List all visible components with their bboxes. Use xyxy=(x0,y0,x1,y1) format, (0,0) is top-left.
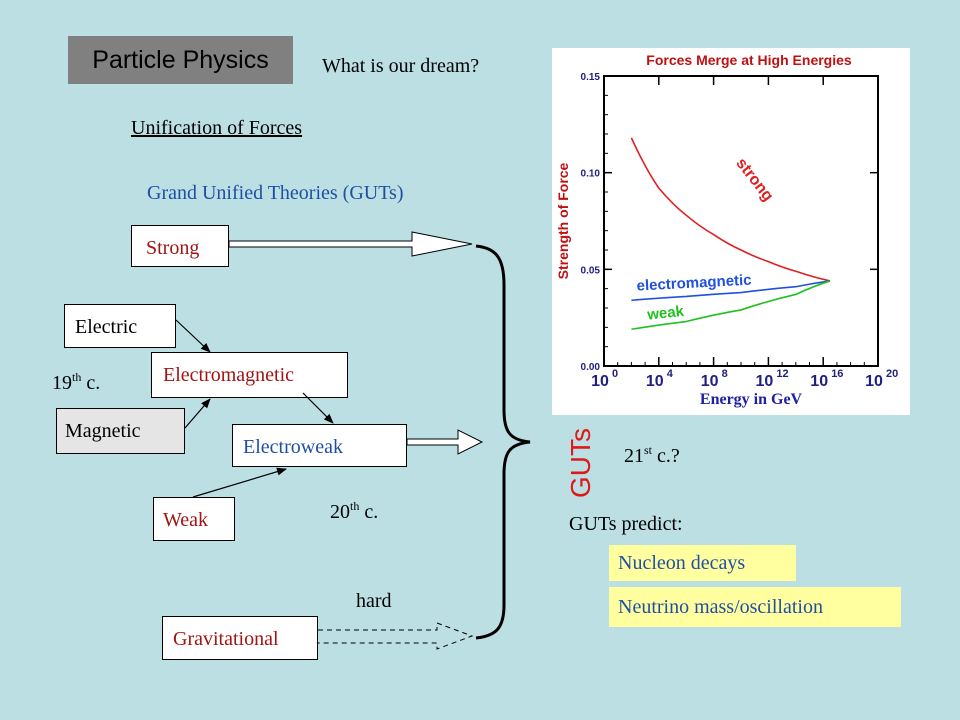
weak-box: Weak xyxy=(153,497,235,541)
strong-box: Strong xyxy=(131,225,229,267)
curly-brace xyxy=(475,244,531,640)
electric-box: Electric xyxy=(64,304,176,348)
x-tick-label: 10 xyxy=(701,373,719,390)
century-19-label: 19th c. xyxy=(52,370,101,394)
y-tick-label: 0.05 xyxy=(581,265,601,276)
chart-title: Forces Merge at High Energies xyxy=(646,52,852,68)
unification-heading: Unification of Forces xyxy=(131,117,303,139)
series-line-weak xyxy=(631,280,831,331)
series-line-electromagnetic xyxy=(631,280,831,302)
arrow-strong-block xyxy=(228,231,473,257)
arrow-em-ew xyxy=(302,392,334,424)
x-tick-exponent: 8 xyxy=(722,368,728,380)
x-tick-label: 10 xyxy=(591,373,609,390)
electric-label: Electric xyxy=(75,316,138,338)
guts-vertical-label: GUTs xyxy=(565,428,596,498)
x-tick-label: 10 xyxy=(756,373,774,390)
y-tick-label: 0.00 xyxy=(581,362,601,373)
plot-frame xyxy=(603,75,879,367)
electroweak-box: Electroweak xyxy=(232,424,407,467)
weak-label: Weak xyxy=(163,509,209,531)
magnetic-label: Magnetic xyxy=(65,420,141,442)
x-tick-exponent: 12 xyxy=(776,368,788,380)
x-tick-exponent: 16 xyxy=(831,368,843,380)
gravitational-label: Gravitational xyxy=(173,628,279,650)
century-21-label: 21st c.? xyxy=(624,443,680,467)
century-20-label: 20th c. xyxy=(330,499,379,523)
guts-heading: Grand Unified Theories (GUTs) xyxy=(147,182,404,204)
x-axis-label: Energy in GeV xyxy=(700,391,803,408)
y-axis-label: Strength of Force xyxy=(555,162,571,279)
arrow-electroweak-block xyxy=(406,429,484,455)
arrow-magnetic-em xyxy=(184,398,211,429)
electromagnetic-label: Electromagnetic xyxy=(163,364,295,386)
x-tick-label: 10 xyxy=(810,373,828,390)
question-text: What is our dream? xyxy=(322,55,480,77)
x-tick-label: 10 xyxy=(646,373,664,390)
prediction-nucleon-decays: Nucleon decays xyxy=(609,545,796,581)
forces-merge-chart: Forces Merge at High Energies 0.00 0.05 0.1… xyxy=(552,48,910,415)
y-tick-label: 0.10 xyxy=(581,169,601,180)
electroweak-label: Electroweak xyxy=(243,436,343,458)
series-annotation-weak: weak xyxy=(645,303,685,324)
electromagnetic-box: Electromagnetic xyxy=(151,352,348,398)
series-annotation-strong: strong xyxy=(732,155,776,205)
x-tick-exponent: 0 xyxy=(612,368,618,380)
chart-svg: Forces Merge at High Energies 0.00 0.05 0.1… xyxy=(555,52,898,408)
x-tick-exponent: 4 xyxy=(667,368,674,380)
series-line-strong xyxy=(630,137,831,282)
arrow-electric-em xyxy=(175,319,211,353)
hard-label: hard xyxy=(356,590,392,612)
prediction-neutrino: Neutrino mass/oscillation xyxy=(609,587,901,627)
strong-label: Strong xyxy=(146,237,200,259)
arrow-gravitational-dashed xyxy=(318,622,474,650)
gravitational-box: Gravitational xyxy=(162,616,318,660)
magnetic-box: Magnetic xyxy=(56,408,185,454)
slide-title: Particle Physics xyxy=(68,36,293,84)
arrow-weak-ew xyxy=(192,467,287,498)
series-annotation-electromagnetic: electromagnetic xyxy=(636,272,752,295)
y-tick-label: 0.15 xyxy=(581,72,601,83)
x-tick-exponent: 20 xyxy=(886,368,898,380)
guts-predict-label: GUTs predict: xyxy=(569,513,683,535)
x-tick-label: 10 xyxy=(865,373,883,390)
